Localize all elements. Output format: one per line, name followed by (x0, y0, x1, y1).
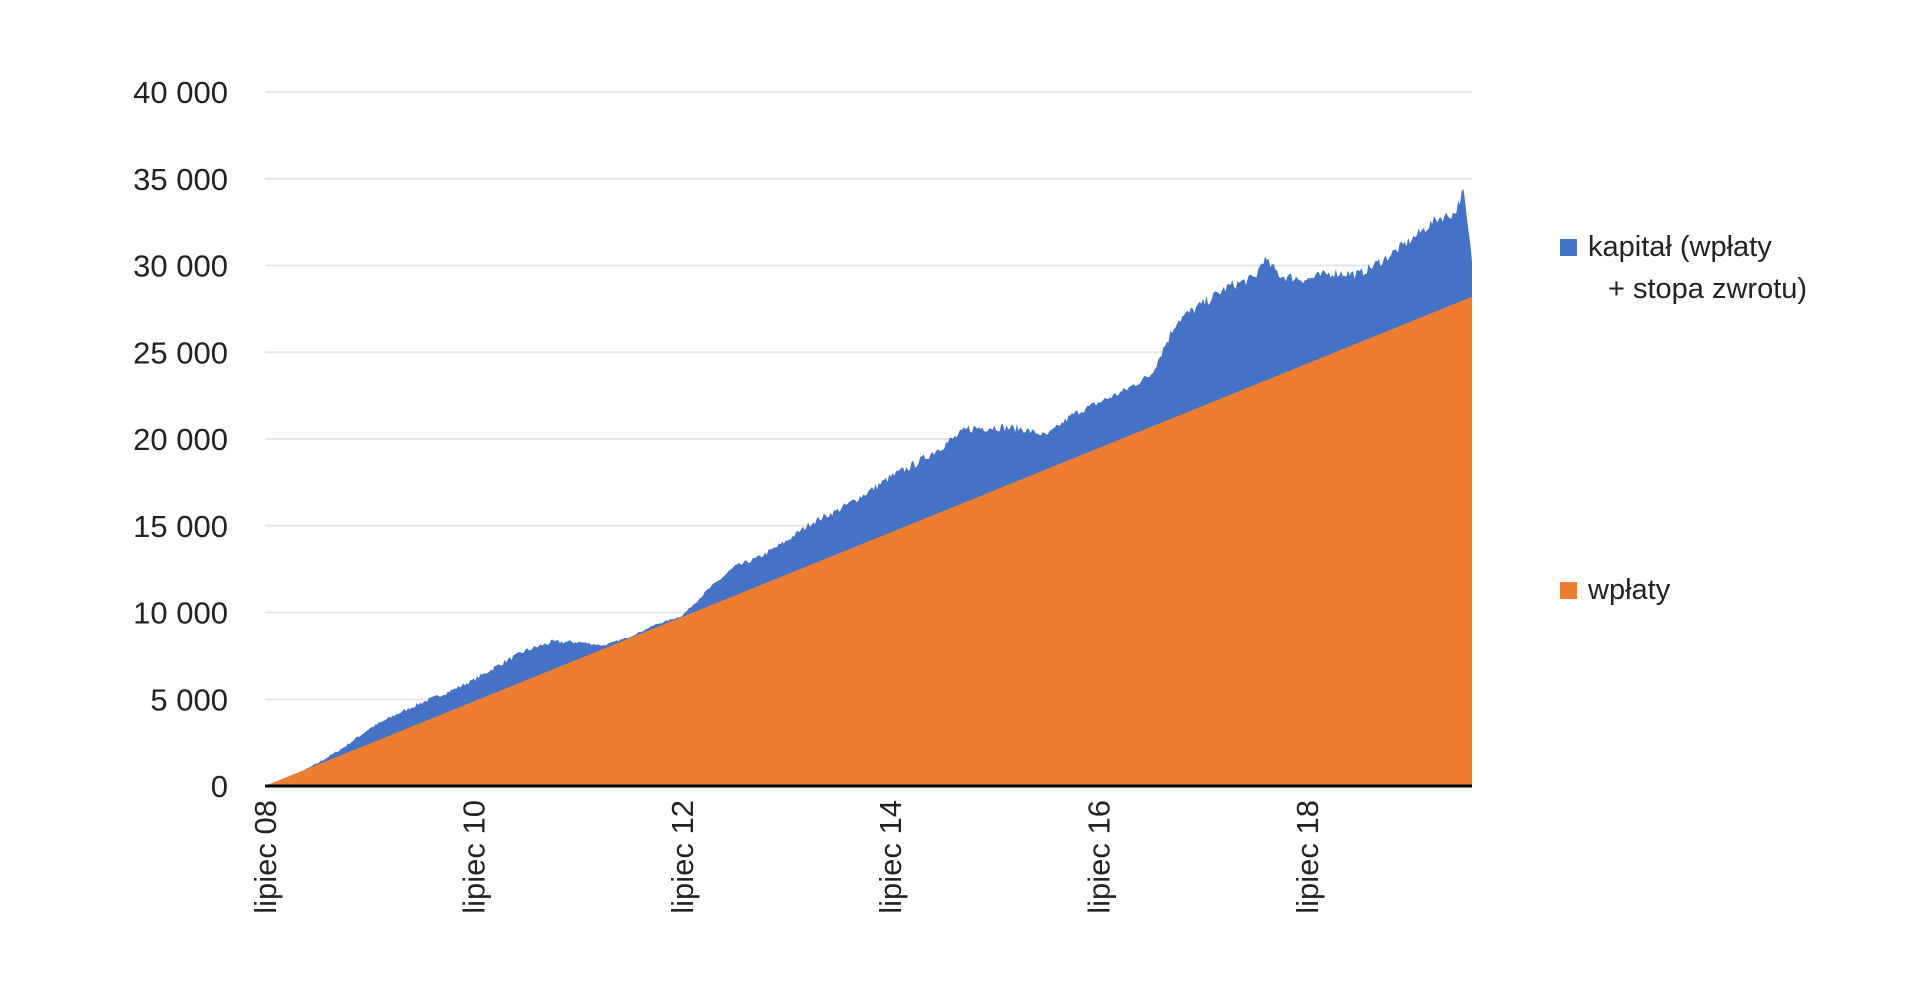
y-axis-ticks: 0 5 000 10 000 15 000 20 000 25 000 30 000 35 0… (133, 75, 228, 804)
x-tick-label: lipiec 10 (456, 800, 491, 914)
series-areas (265, 189, 1472, 787)
y-tick-label: 30 000 (133, 249, 228, 284)
x-tick-label: lipiec 18 (1290, 800, 1325, 914)
legend-swatch (1560, 582, 1577, 599)
legend-label: kapitał (wpłaty + stopa zwrotu) (1588, 231, 1807, 305)
x-tick-label: lipiec 12 (665, 800, 700, 914)
legend-swatch (1560, 239, 1577, 256)
x-tick-label: lipiec 14 (873, 800, 908, 914)
y-tick-label: 0 (211, 769, 228, 804)
y-tick-label: 20 000 (133, 422, 228, 457)
x-tick-label: lipiec 16 (1082, 800, 1117, 914)
x-axis-ticks: lipiec 08 lipiec 10 lipiec 12 lipiec 14 lipi… (248, 800, 1325, 914)
y-tick-label: 10 000 (133, 596, 228, 631)
x-tick-label: lipiec 08 (248, 800, 283, 914)
legend: kapitał (wpłaty + stopa zwrotu) wpłaty (1560, 231, 1807, 606)
y-tick-label: 15 000 (133, 509, 228, 544)
legend-item-kapital: kapitał (wpłaty + stopa zwrotu) (1560, 231, 1807, 305)
y-tick-label: 40 000 (133, 75, 228, 110)
y-tick-label: 35 000 (133, 162, 228, 197)
y-tick-label: 25 000 (133, 335, 228, 370)
legend-label: wpłaty (1587, 574, 1671, 606)
y-tick-label: 5 000 (150, 682, 228, 717)
legend-item-wplaty: wpłaty (1560, 574, 1671, 606)
series-area-wplaty (265, 296, 1472, 786)
